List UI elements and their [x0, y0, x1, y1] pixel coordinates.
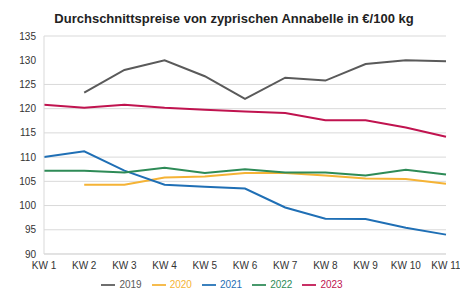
svg-text:KW 2: KW 2: [72, 260, 97, 271]
svg-text:90: 90: [25, 249, 37, 260]
svg-text:135: 135: [19, 31, 36, 42]
svg-text:KW 8: KW 8: [313, 260, 338, 271]
svg-text:KW 10: KW 10: [391, 260, 421, 271]
svg-text:KW 1: KW 1: [32, 260, 57, 271]
svg-text:KW 3: KW 3: [112, 260, 137, 271]
svg-text:125: 125: [19, 79, 36, 90]
svg-text:KW 6: KW 6: [233, 260, 258, 271]
svg-text:120: 120: [19, 103, 36, 114]
svg-text:130: 130: [19, 55, 36, 66]
svg-text:KW 7: KW 7: [273, 260, 298, 271]
html-text:2023: 2023: [320, 278, 343, 290]
html-text:2020: 2020: [169, 278, 192, 290]
svg-text:KW 9: KW 9: [353, 260, 378, 271]
html-text:2022: 2022: [270, 278, 293, 290]
svg-text:115: 115: [20, 127, 36, 138]
html-text:2021: 2021: [219, 278, 243, 290]
svg-text:110: 110: [20, 152, 36, 163]
svg-text:100: 100: [19, 200, 36, 211]
svg-text:KW 5: KW 5: [193, 260, 218, 271]
html-text:Durchschnittspreise von zypris: Durchschnittspreise von zyprischen Annab…: [54, 11, 414, 26]
svg-text:KW 4: KW 4: [152, 260, 177, 271]
html-text:2019: 2019: [119, 278, 142, 290]
svg-text:KW 11: KW 11: [431, 260, 460, 271]
svg-text:95: 95: [25, 224, 37, 235]
svg-text:105: 105: [19, 176, 36, 187]
